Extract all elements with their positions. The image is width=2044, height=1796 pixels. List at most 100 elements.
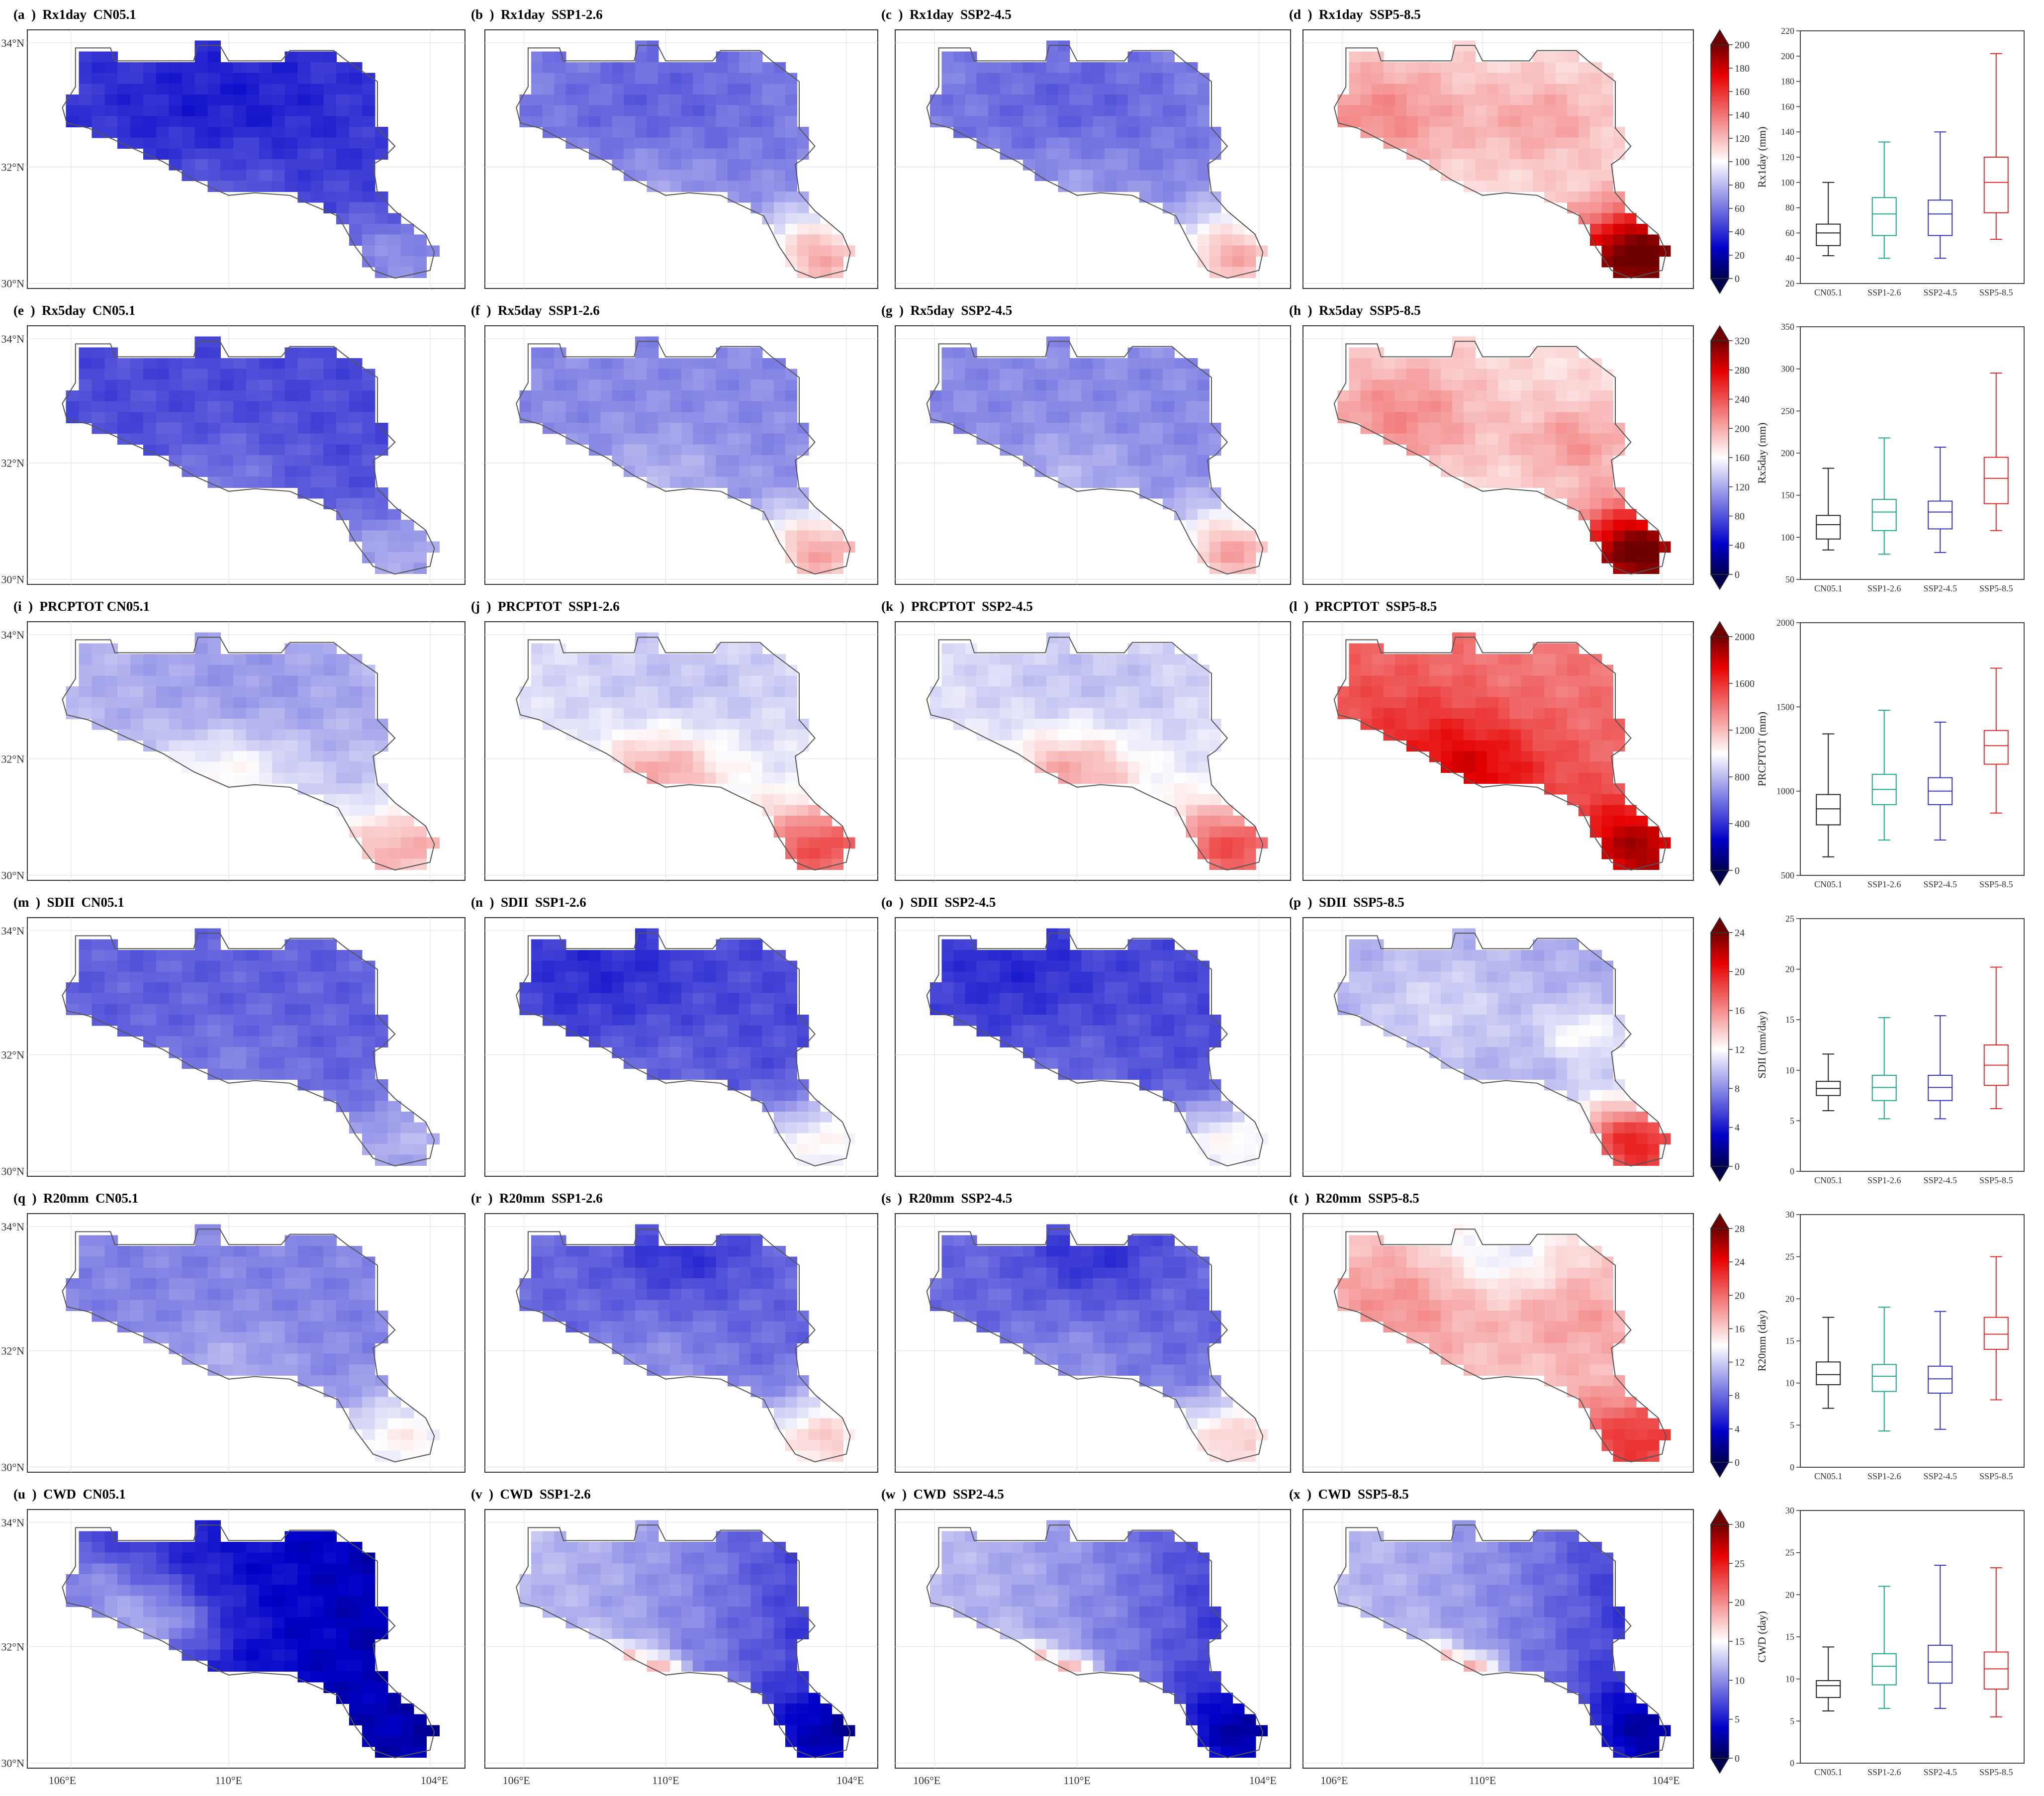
grid-cell	[727, 159, 740, 171]
grid-cell	[693, 401, 705, 413]
grid-cell	[762, 664, 774, 676]
grid-cell	[704, 137, 717, 149]
grid-cell	[1081, 761, 1094, 773]
grid-cell	[1636, 256, 1648, 268]
panel-title: (g ) Rx5day SSP2-4.5	[881, 303, 1012, 318]
grid-cell	[1197, 202, 1210, 214]
grid-cell	[1058, 1068, 1070, 1080]
grid-cell	[1011, 379, 1023, 391]
grid-cell	[336, 1090, 350, 1102]
grid-cell	[1058, 982, 1070, 994]
grid-cell	[681, 982, 694, 994]
grid-cell	[1567, 369, 1579, 380]
grid-cell	[1487, 740, 1499, 752]
grid-cell	[1232, 1112, 1245, 1123]
grid-cell	[323, 170, 337, 182]
grid-cell	[1197, 740, 1210, 752]
grid-cell	[647, 960, 659, 972]
grid-cell	[310, 191, 324, 203]
grid-cell	[1186, 530, 1198, 542]
grid-cell	[635, 664, 648, 676]
grid-cell	[310, 971, 324, 983]
grid-cell	[182, 444, 195, 456]
grid-cell	[1613, 148, 1625, 160]
grid-cell	[1220, 520, 1233, 531]
grid-cell	[323, 390, 337, 402]
grid-cell	[1372, 84, 1384, 95]
grid-cell	[635, 751, 648, 762]
grid-cell	[1521, 369, 1533, 380]
grid-cell	[1058, 116, 1070, 127]
grid-cell	[762, 1079, 774, 1091]
grid-cell	[750, 358, 763, 370]
grid-cell	[362, 761, 375, 773]
grid-cell	[143, 390, 157, 402]
grid-cell	[1579, 805, 1591, 816]
grid-cell	[169, 148, 183, 160]
grid-cell	[387, 267, 401, 279]
grid-cell	[1544, 390, 1556, 402]
grid-cell	[565, 390, 578, 402]
grid-cell	[104, 73, 118, 85]
grid-cell	[1601, 433, 1614, 445]
grid-cell	[1509, 654, 1522, 665]
grid-cell	[387, 563, 401, 574]
grid-cell	[117, 62, 131, 74]
grid-cell	[1372, 379, 1384, 391]
grid-cell	[1532, 444, 1545, 456]
grid-cell	[1023, 379, 1035, 391]
grid-cell	[1567, 751, 1579, 762]
grid-cell	[323, 675, 337, 687]
grid-cell	[362, 509, 375, 520]
grid-cell	[635, 686, 648, 698]
grid-cell	[362, 148, 375, 160]
grid-cell	[1023, 401, 1035, 413]
grid-cell	[693, 84, 705, 95]
grid-cell	[297, 181, 311, 192]
grid-cell	[727, 1004, 740, 1015]
grid-cell	[635, 1057, 648, 1069]
grid-cell	[647, 433, 659, 445]
grid-cell	[1081, 105, 1094, 117]
grid-cell	[1337, 697, 1350, 709]
grid-cell	[284, 960, 298, 972]
grid-cell	[1590, 530, 1602, 542]
grid-cell	[669, 137, 682, 149]
grid-cell	[1475, 686, 1487, 698]
grid-cell	[953, 401, 966, 413]
grid-cell	[323, 654, 337, 665]
grid-cell	[808, 509, 821, 520]
grid-cell	[1139, 444, 1152, 456]
grid-cell	[750, 993, 763, 1005]
grid-cell	[1349, 1004, 1361, 1015]
grid-cell	[1093, 95, 1105, 106]
grid-cell	[336, 751, 350, 762]
grid-cell	[1394, 401, 1407, 413]
grid-cell	[704, 729, 717, 741]
grid-cell	[1452, 84, 1465, 95]
grid-cell	[1034, 159, 1047, 171]
grid-cell	[1475, 751, 1487, 762]
grid-cell	[762, 1090, 774, 1102]
grid-cell	[1544, 369, 1556, 380]
grid-cell	[1186, 1047, 1198, 1058]
grid-cell	[681, 729, 694, 741]
grid-cell	[716, 51, 728, 63]
grid-cell	[259, 719, 273, 730]
grid-cell	[1590, 783, 1602, 795]
grid-cell	[1232, 858, 1245, 870]
grid-cell	[543, 675, 555, 687]
grid-cell	[716, 675, 728, 687]
grid-cell	[941, 675, 954, 687]
panel-title: (b ) Rx1day SSP1-2.6	[471, 7, 603, 22]
grid-cell	[1601, 848, 1614, 859]
grid-cell	[739, 719, 751, 730]
grid-cell	[1372, 127, 1384, 138]
grid-cell	[941, 1004, 954, 1015]
grid-cell	[233, 675, 247, 687]
grid-cell	[1000, 1004, 1012, 1015]
grid-cell	[554, 412, 566, 423]
grid-cell	[953, 369, 966, 380]
grid-cell	[773, 1047, 786, 1058]
grid-cell	[1081, 116, 1094, 127]
